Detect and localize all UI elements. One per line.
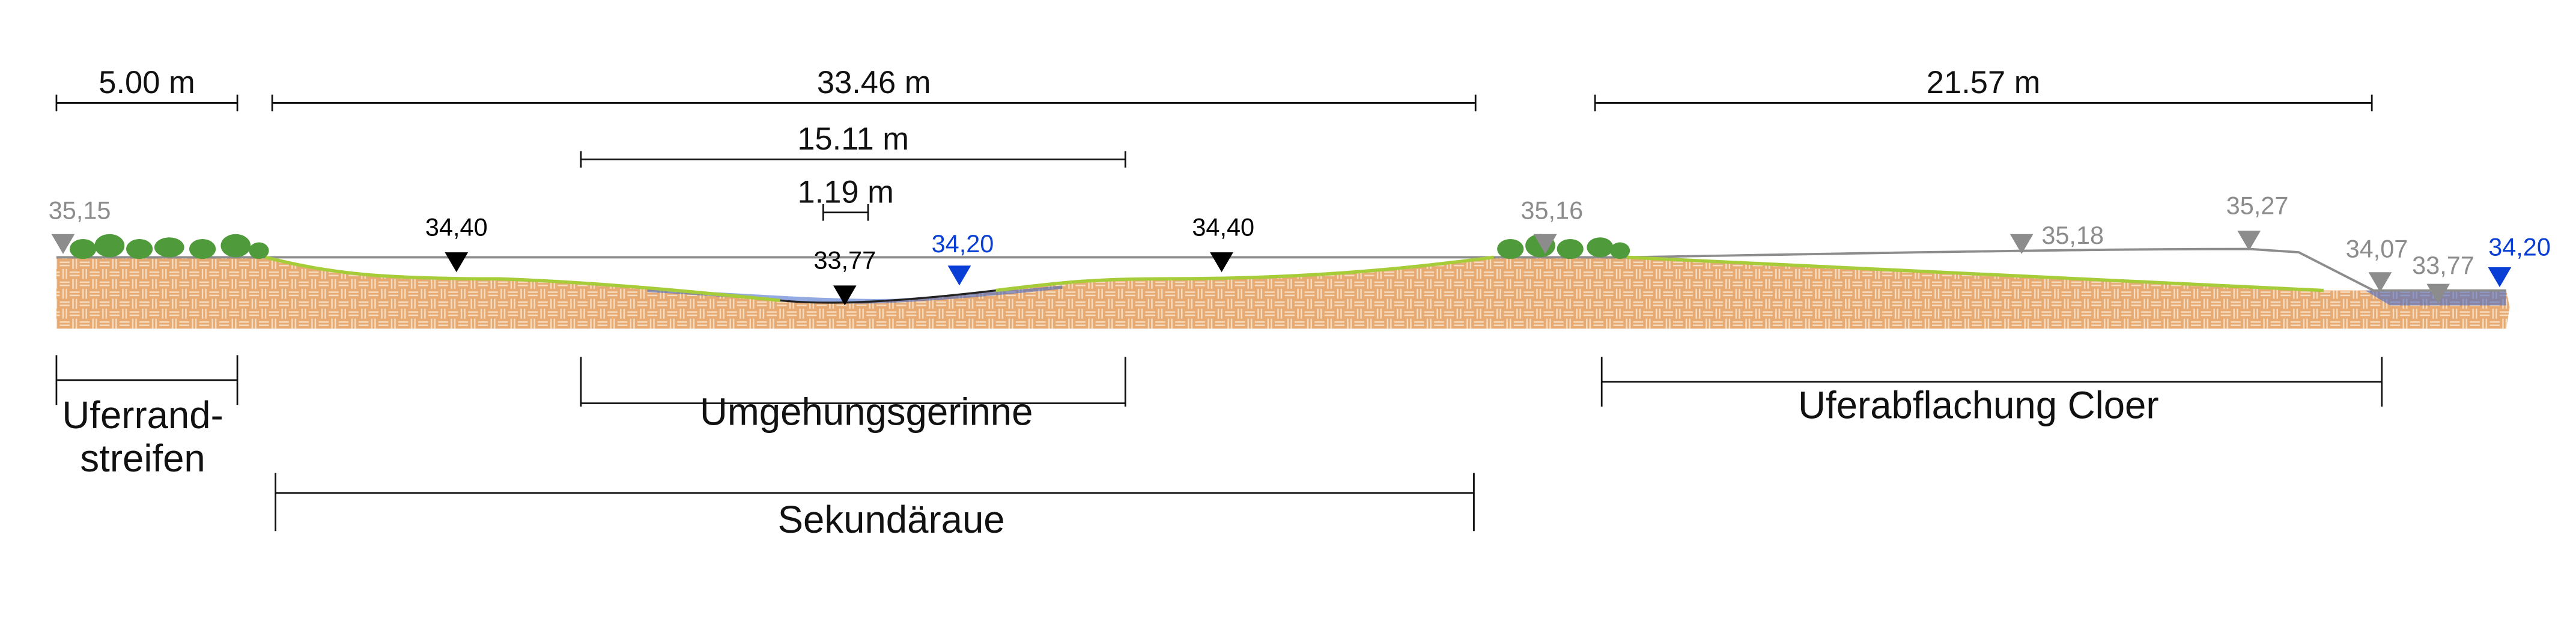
elevation-marker xyxy=(833,285,857,306)
zone-label: Uferabflachung Cloer xyxy=(1798,384,2158,427)
elevation-marker xyxy=(947,265,971,286)
elevation-marker xyxy=(2488,267,2512,288)
elevation-marker xyxy=(1533,234,1557,254)
dimension-label: 33.46 m xyxy=(817,65,931,100)
elevation-label: 34,40 xyxy=(425,213,488,241)
elevation-marker xyxy=(445,252,469,273)
ground xyxy=(56,257,2510,329)
elevation-label: 34,20 xyxy=(932,229,994,258)
dimension-label: 21.57 m xyxy=(1927,65,2041,100)
elevation-marker xyxy=(1210,252,1233,273)
zone-label: Umgehungsgerinne xyxy=(700,391,1033,434)
annotations: 5.00 m 33.46 m 21.57 m 15.11 m 1.19 m 35,15 34… xyxy=(49,65,2551,541)
elevation-marker xyxy=(2237,231,2261,251)
elevation-label: 33,77 xyxy=(2412,251,2474,279)
elevation-label: 35,18 xyxy=(2041,221,2104,249)
design-line xyxy=(56,247,2506,292)
elevation-label: 35,16 xyxy=(1520,196,1583,225)
zone-label: Uferrand- xyxy=(62,394,223,437)
elevation-label: 35,27 xyxy=(2226,191,2289,219)
dimension-label: 5.00 m xyxy=(99,65,195,100)
elevation-marker xyxy=(2009,234,2034,254)
elevation-label: 35,15 xyxy=(49,196,111,225)
elevation-label: 34,07 xyxy=(2346,234,2408,262)
elevation-marker xyxy=(51,234,75,254)
elevation-label: 34,20 xyxy=(2488,233,2551,261)
dimension-label: 15.11 m xyxy=(797,121,909,157)
elevation-label: 34,40 xyxy=(1192,213,1254,241)
dimension-label: 1.19 m xyxy=(797,174,893,210)
channel-bed xyxy=(780,289,996,304)
zone-label: streifen xyxy=(80,437,205,480)
elevation-marker xyxy=(2426,283,2450,304)
elevation-label: 33,77 xyxy=(813,246,876,274)
elevation-marker xyxy=(2368,272,2392,292)
zone-label: Sekundäraue xyxy=(778,498,1005,541)
terrain-line xyxy=(265,255,2324,302)
